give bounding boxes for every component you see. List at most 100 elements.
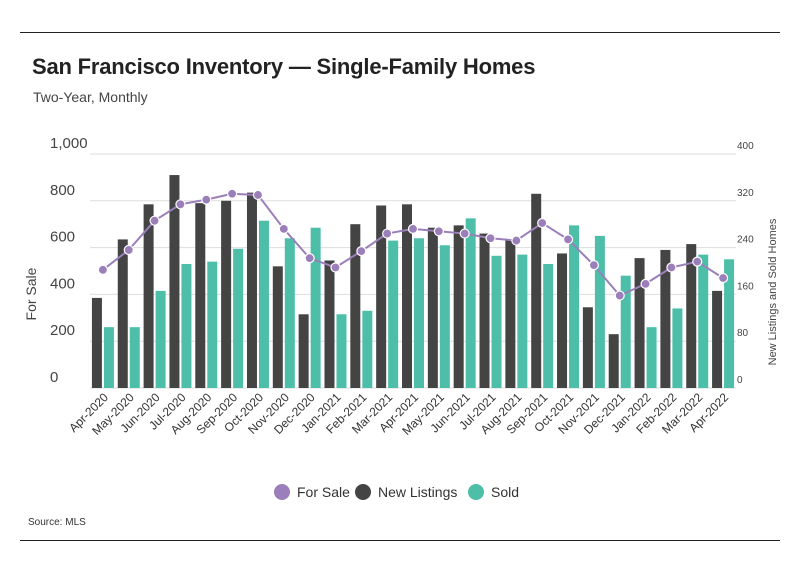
new-listings-bar (298, 314, 309, 388)
new-listings-bar (531, 193, 542, 388)
new-listings-bar (246, 192, 257, 388)
sold-bar (129, 327, 140, 388)
for-sale-point (692, 256, 703, 267)
right-tick-label: 320 (737, 188, 754, 199)
legend: For Sale New Listings Sold (274, 484, 519, 500)
for-sale-point (407, 223, 419, 234)
chart-subtitle: Two-Year, Monthly (33, 89, 148, 105)
new-listings-bar (582, 307, 593, 388)
left-axis-ticks: 0 200 400 600 800 1,000 (50, 135, 88, 386)
legend-item-for-sale-label: For Sale (297, 484, 350, 500)
for-sale-point (97, 264, 109, 275)
sold-bar (233, 248, 244, 388)
sold-bar (594, 235, 605, 388)
right-axis-ticks: 0 80 160 240 320 400 (737, 141, 754, 386)
sold-bar (155, 290, 166, 388)
new-listings-bar (505, 239, 516, 388)
new-listings-bar (453, 225, 464, 388)
for-sale-point (201, 194, 212, 205)
for-sale-point (330, 262, 341, 273)
top-rule (20, 32, 780, 33)
legend-item-new-listings-label: New Listings (378, 484, 457, 500)
for-sale-point (356, 246, 367, 257)
right-tick-label: 240 (737, 235, 754, 246)
for-sale-point (717, 272, 729, 284)
left-tick-label: 1,000 (50, 135, 88, 152)
sold-bar (103, 327, 114, 388)
left-tick-label: 400 (50, 275, 75, 292)
new-listings-bar (557, 253, 568, 388)
sold-bar (724, 259, 735, 388)
sold-bar (258, 220, 269, 388)
new-listings-bar (272, 266, 283, 388)
bottom-rule (20, 540, 780, 541)
new-listings-bar (712, 290, 723, 388)
for-sale-line (97, 188, 729, 301)
for-sale-point (227, 188, 238, 199)
sold-bar (284, 238, 295, 388)
right-tick-label: 400 (737, 141, 754, 152)
for-sale-point (175, 199, 186, 210)
sold-bar (439, 245, 450, 388)
sold-bar (620, 275, 631, 388)
for-sale-point (666, 262, 677, 273)
new-listings-bar (221, 200, 232, 388)
x-axis-ticks: Apr-2020May-2020Jun-2020Jul-2020Aug-2020… (66, 390, 731, 438)
for-sale-point (537, 217, 548, 229)
legend-item-sold-marker (468, 484, 484, 500)
new-listings-bar (117, 239, 128, 388)
new-listings-bar (143, 204, 154, 388)
for-sale-point (562, 234, 574, 245)
sold-bar (517, 254, 528, 388)
for-sale-point (304, 253, 315, 264)
source-note: Source: MLS (28, 517, 86, 528)
sold-bar (698, 254, 709, 388)
new-listings-bar (686, 244, 697, 388)
for-sale-point (640, 278, 651, 289)
left-tick-label: 800 (50, 182, 75, 199)
new-listings-bar (479, 233, 490, 388)
for-sale-point (252, 189, 264, 201)
sold-bar (414, 238, 424, 388)
sold-bar (569, 225, 580, 388)
new-listings-bar (427, 227, 438, 388)
sold-bar (672, 308, 683, 388)
sold-bar (491, 255, 502, 388)
new-listings-bar (324, 260, 335, 388)
right-tick-label: 160 (737, 281, 754, 292)
right-axis-label: New Listings and Sold Homes (767, 218, 779, 365)
chart-title: San Francisco Inventory — Single-Family … (32, 54, 536, 79)
bars (91, 175, 735, 388)
new-listings-bar (91, 297, 102, 388)
new-listings-bar (350, 224, 361, 388)
sold-bar (465, 218, 476, 388)
for-sale-point (149, 215, 160, 226)
for-sale-point (511, 235, 522, 246)
new-listings-bar (660, 249, 671, 388)
left-tick-label: 200 (50, 322, 75, 339)
legend-item-for-sale-marker (274, 484, 290, 500)
left-axis-label: For Sale (23, 267, 39, 320)
right-tick-label: 80 (737, 328, 749, 339)
for-sale-point (485, 233, 496, 244)
new-listings-bar (608, 334, 619, 388)
sold-bar (388, 240, 399, 388)
sold-bar (207, 261, 218, 388)
new-listings-bar (195, 203, 206, 388)
for-sale-point (433, 226, 444, 237)
new-listings-bar (169, 175, 180, 388)
left-tick-label: 0 (50, 369, 58, 386)
new-listings-bar (376, 205, 387, 388)
sold-bar (646, 327, 657, 388)
right-tick-label: 0 (737, 375, 743, 386)
sold-bar (310, 227, 321, 388)
legend-item-new-listings-marker (355, 484, 371, 500)
for-sale-point (382, 228, 393, 239)
legend-item-sold-label: Sold (491, 484, 519, 500)
sold-bar (181, 263, 192, 388)
for-sale-point (588, 260, 599, 271)
for-sale-point (278, 223, 289, 234)
for-sale-point (123, 244, 134, 256)
sold-bar (543, 263, 554, 388)
